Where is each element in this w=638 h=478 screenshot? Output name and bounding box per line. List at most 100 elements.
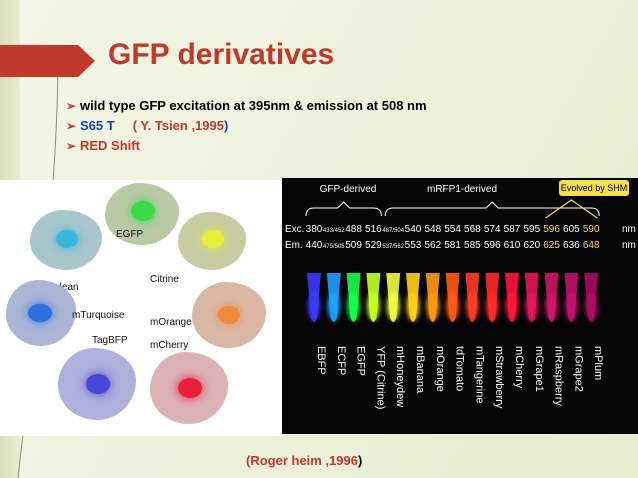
tube-name-label: mRaspberry xyxy=(553,346,565,406)
protein-label-citrine: Citrine xyxy=(150,274,179,285)
protein-label-egfp: EGFP xyxy=(116,229,144,240)
tube-glow xyxy=(347,292,360,320)
tube-name-label: mPlum xyxy=(592,346,604,380)
excitation-value: 548 xyxy=(424,224,441,235)
title-arrow-icon xyxy=(0,45,95,77)
fluorophore-core xyxy=(131,201,155,221)
emission-value: 475/505 xyxy=(323,244,345,250)
tube-glow xyxy=(387,292,400,320)
tube-name-label: EBFP xyxy=(315,346,327,375)
excitation-value: 595 xyxy=(523,224,540,235)
protein-label-tagbfp: TagBFP xyxy=(92,335,128,346)
tube-glow xyxy=(486,292,499,320)
arrow-bullet-icon: ➢ xyxy=(66,139,77,153)
tube-name-label: ECFP xyxy=(335,346,347,375)
tube-glow xyxy=(426,292,439,320)
excitation-row-label: Exc. xyxy=(285,224,304,235)
fluorophore-core xyxy=(56,230,78,248)
emission-value: 509 xyxy=(345,240,362,251)
emission-value: 620 xyxy=(523,240,540,251)
excitation-value: 605 xyxy=(563,224,580,235)
protein-structure-mturquoise xyxy=(6,280,76,346)
protein-label-morange: mOrange xyxy=(150,317,192,328)
excitation-value: 516 xyxy=(365,224,382,235)
fluorophore-core xyxy=(28,304,52,322)
emission-value: 537/562 xyxy=(382,244,404,250)
excitation-value: 487/504 xyxy=(382,228,404,234)
tube-name-label: mTangerine xyxy=(473,346,485,403)
emission-value: 596 xyxy=(484,240,501,251)
tube-name-label: mGrape2 xyxy=(572,346,584,392)
emission-value: 610 xyxy=(504,240,521,251)
fluorophore-core xyxy=(178,378,202,398)
tube-name-label: mGrape1 xyxy=(533,346,545,392)
protein-structure-egfp xyxy=(105,183,179,245)
emission-value: 648 xyxy=(583,240,600,251)
excitation-value: 540 xyxy=(405,224,422,235)
tube-name-label: EGFP xyxy=(355,346,367,376)
group-bracket xyxy=(384,201,600,217)
tube-glow xyxy=(327,292,340,320)
bullet-item: ➢ S65 T ( Y. Tsien ,1995) xyxy=(66,116,427,136)
fluorescent-tubes-figure: GFP-derived mRFP1-derived Evolved by SHM… xyxy=(282,178,638,434)
tube-glow xyxy=(446,292,459,320)
slide-title: GFP derivatives xyxy=(108,38,335,71)
protein-structure-morange xyxy=(192,282,266,348)
emission-row-label: Em. xyxy=(285,240,303,251)
group-bracket xyxy=(305,201,382,217)
citation: (Roger heim ,1996) xyxy=(246,453,363,468)
bullet-text: RED Shift xyxy=(80,138,140,153)
arrow-bullet-icon: ➢ xyxy=(66,99,77,113)
emission-value: 529 xyxy=(365,240,382,251)
emission-value: 585 xyxy=(464,240,481,251)
bullet-item: ➢ RED Shift xyxy=(66,136,427,156)
emission-value: 553 xyxy=(405,240,422,251)
group-label-mrfp1-derived: mRFP1-derived xyxy=(427,184,497,195)
protein-structure-tagbfp xyxy=(58,348,136,420)
shm-label-box xyxy=(559,180,629,196)
emission-unit: nm xyxy=(622,240,636,251)
tube-name-label: mOrange xyxy=(434,346,446,392)
fluorophore-core xyxy=(86,374,110,394)
excitation-value: 433/452 xyxy=(323,228,345,234)
emission-value: 581 xyxy=(444,240,461,251)
tube-glow xyxy=(545,292,558,320)
bullet-citation: ( Y. Tsien ,1995) xyxy=(132,118,229,133)
bullet-list: ➢ wild type GFP excitation at 395nm & emi… xyxy=(66,96,427,156)
group-label-gfp-derived: GFP-derived xyxy=(320,184,377,195)
emission-value: 440 xyxy=(306,240,323,251)
protein-structure-mcherry xyxy=(150,352,228,424)
tube-glow xyxy=(506,292,518,320)
excitation-unit: nm xyxy=(622,224,636,235)
excitation-value: 554 xyxy=(444,224,461,235)
group-label-evolved-by-shm: Evolved by SHM xyxy=(561,183,628,193)
protein-structures-figure: EGFP Citrine Cerulean mTurquoise mOrange… xyxy=(0,180,282,436)
excitation-value: 380 xyxy=(306,224,323,235)
bullet-text: wild type GFP excitation at 395nm & emis… xyxy=(80,98,427,113)
protein-label-mturquoise: mTurquoise xyxy=(72,310,125,321)
protein-label-mcherry: mCherry xyxy=(150,340,189,351)
tube-glow xyxy=(565,292,578,320)
fluorophore-core xyxy=(218,306,240,324)
bullet-item: ➢ wild type GFP excitation at 395nm & emi… xyxy=(66,96,427,116)
excitation-value: 590 xyxy=(583,224,600,235)
arrow-bullet-icon: ➢ xyxy=(66,119,77,133)
tube-glow xyxy=(308,292,320,320)
tube-glow xyxy=(466,292,479,320)
tube-name-label: mCherry xyxy=(513,346,525,389)
protein-structure-citrine xyxy=(178,212,246,270)
excitation-value: 574 xyxy=(484,224,501,235)
excitation-value: 488 xyxy=(345,224,362,235)
shm-connector xyxy=(545,199,598,219)
tube-glow xyxy=(367,292,380,320)
tube-name-label: YFP (Citrine) xyxy=(374,346,386,409)
tube-glow xyxy=(525,292,538,320)
emission-value: 562 xyxy=(424,240,441,251)
excitation-value: 568 xyxy=(464,224,481,235)
tube-name-label: tdTomato xyxy=(454,346,466,391)
emission-value: 636 xyxy=(563,240,580,251)
tube-name-label: mHoneydew xyxy=(394,346,406,407)
tube-glow xyxy=(407,292,419,320)
emission-value: 625 xyxy=(543,240,560,251)
tube-name-label: mBanana xyxy=(414,346,426,394)
